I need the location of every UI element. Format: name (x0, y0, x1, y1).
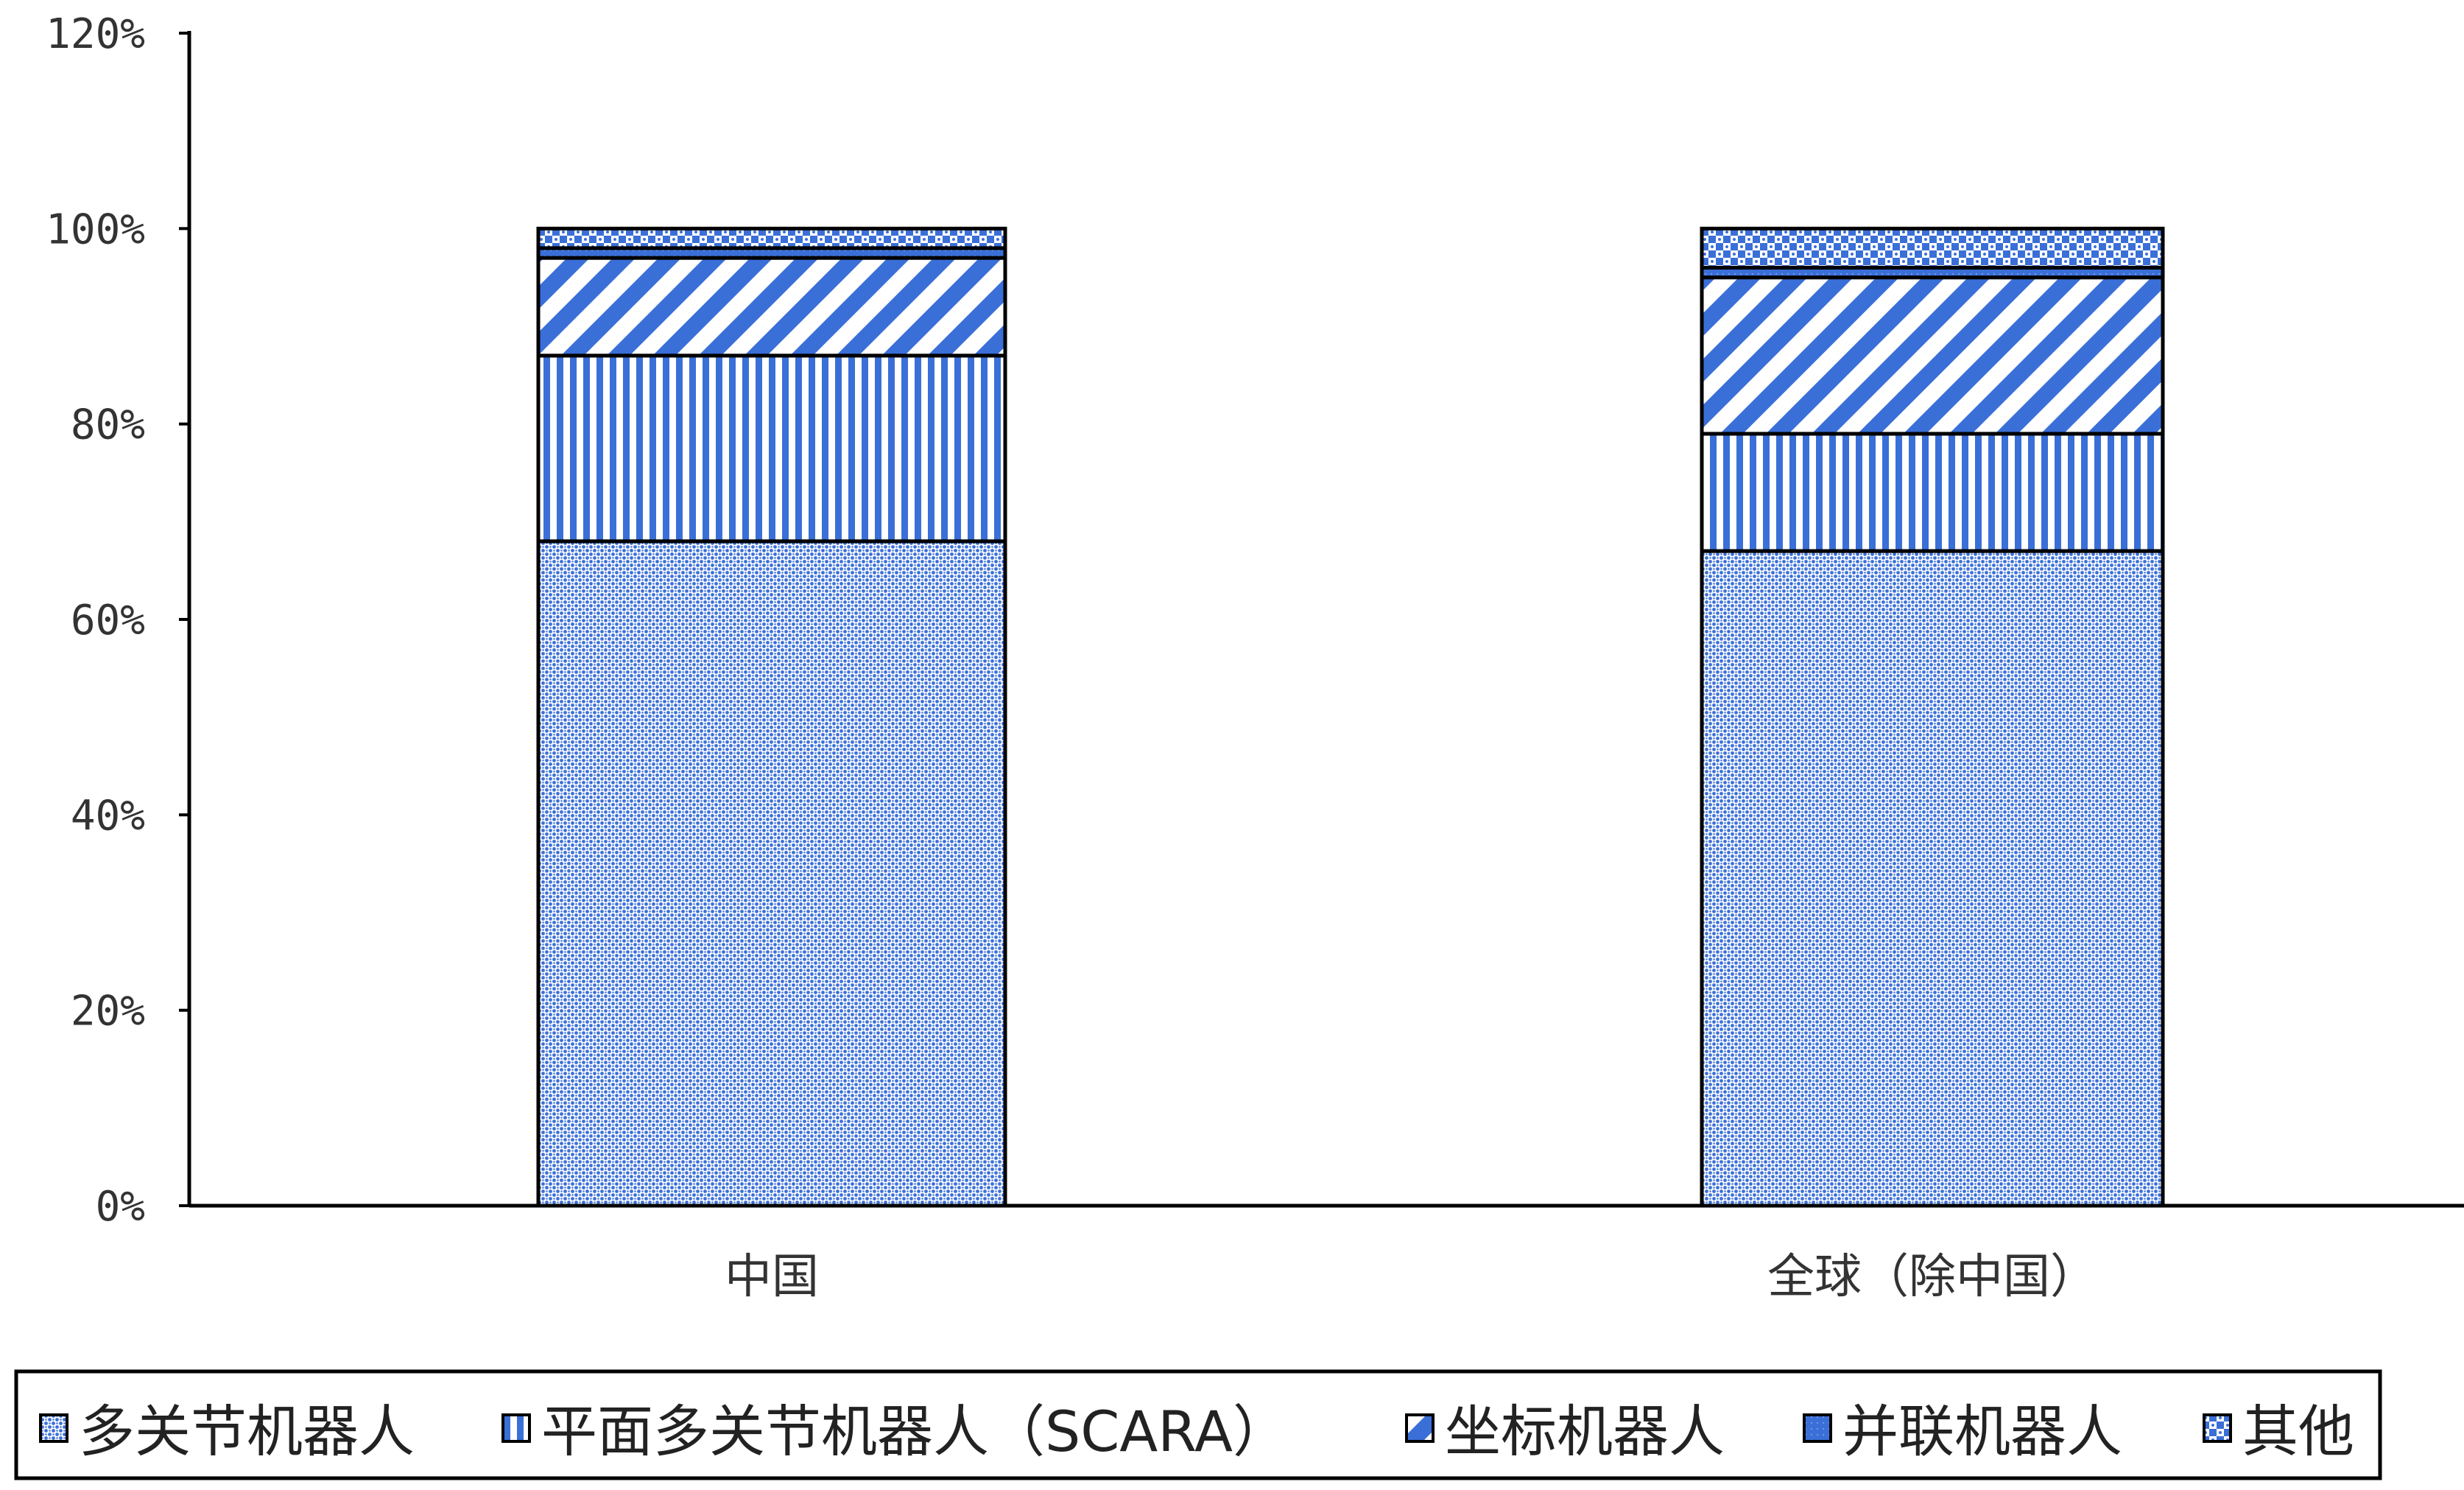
y-axis-ticks: 0% 20% 40% 60% 80% 100% 120% (46, 10, 189, 1231)
bars-group (536, 226, 2165, 1208)
legend-swatch (1405, 1413, 1435, 1443)
bar-segment (536, 354, 1007, 544)
y-tick-label: 20% (71, 988, 145, 1036)
x-category-label: 中国 (725, 1250, 819, 1304)
legend-frame (14, 1369, 2382, 1480)
x-category-label: 全球（除中国） (1767, 1250, 2097, 1304)
x-axis-labels: 中国 全球（除中国） (725, 1250, 2097, 1304)
y-tick-label: 120% (46, 10, 145, 58)
legend: 多关节机器人 平面多关节机器人（SCARA） 坐标机器人 并联机器人 其他 (14, 1369, 2382, 1480)
bar-segment (1700, 275, 2165, 436)
y-tick-label: 60% (71, 597, 145, 644)
bar-segment (1700, 226, 2165, 270)
bar-segment (536, 226, 1007, 250)
legend-swatch (39, 1413, 68, 1443)
y-tick-label: 40% (71, 792, 145, 840)
y-tick-label: 100% (46, 205, 145, 253)
y-tick-label: 0% (96, 1183, 145, 1231)
legend-label: 并联机器人 (1842, 1399, 2122, 1464)
bar-segment (536, 256, 1007, 358)
bar-segment (536, 539, 1007, 1208)
legend-label: 其他 (2242, 1399, 2354, 1464)
y-tick-label: 80% (71, 401, 145, 449)
bar-segment (1700, 549, 2165, 1208)
bar-segment (1700, 432, 2165, 553)
legend-label: 坐标机器人 (1445, 1399, 1725, 1464)
legend-swatch (501, 1413, 531, 1443)
legend-swatch (2203, 1413, 2232, 1443)
legend-swatch (1803, 1413, 1832, 1443)
legend-label: 平面多关节机器人（SCARA） (541, 1399, 1289, 1464)
legend-label: 多关节机器人 (79, 1399, 415, 1464)
